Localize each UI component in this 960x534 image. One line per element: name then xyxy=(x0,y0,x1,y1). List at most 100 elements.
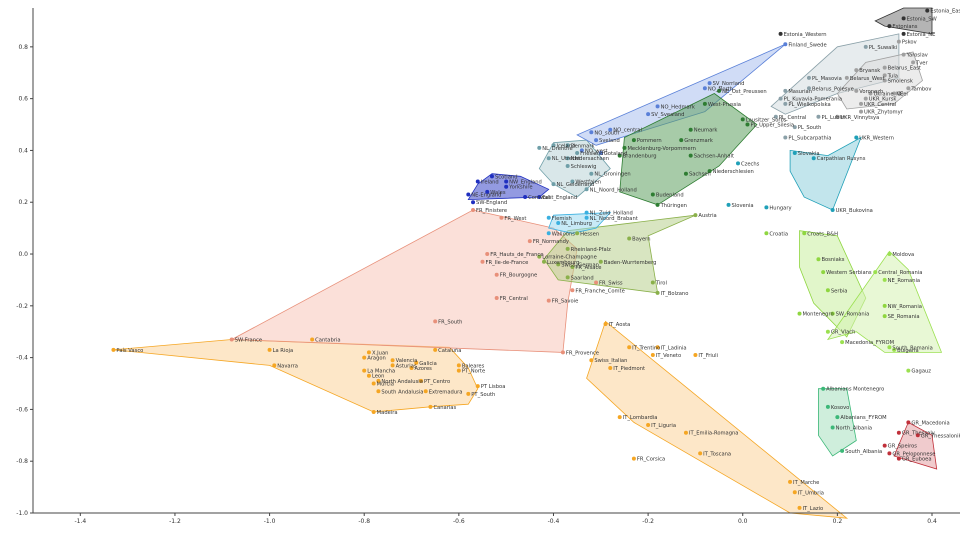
data-point xyxy=(598,151,603,156)
data-point xyxy=(546,231,551,236)
cluster-hull xyxy=(836,51,923,110)
data-point xyxy=(915,433,920,438)
data-point xyxy=(579,148,584,153)
data-point xyxy=(859,101,864,106)
x-tick-label: -0.4 xyxy=(548,518,560,525)
cluster-hull xyxy=(586,320,849,519)
data-point xyxy=(631,138,636,143)
data-point xyxy=(892,91,897,96)
data-point xyxy=(494,296,499,301)
data-point xyxy=(882,277,887,282)
data-point-label: Baden-Wurrtemberg xyxy=(604,260,657,266)
data-point-label: FR_Central xyxy=(500,296,528,302)
data-point xyxy=(726,202,731,207)
data-point-label: PL_Lublin xyxy=(821,115,845,121)
data-point xyxy=(655,104,660,109)
data-point xyxy=(683,171,688,176)
data-point-label: SV_Svealand xyxy=(651,112,684,118)
data-point xyxy=(873,270,878,275)
data-point-label: NE_Ost_Preussen xyxy=(722,89,767,95)
data-point-label: UKR_Central xyxy=(864,102,896,108)
data-point xyxy=(646,422,651,427)
data-point-label: PL_Wielkopolska xyxy=(788,102,830,108)
data-point xyxy=(428,404,433,409)
data-point xyxy=(650,192,655,197)
data-point-label: NE-England xyxy=(471,192,501,198)
data-point-label: North_Albania xyxy=(836,426,872,432)
data-point xyxy=(882,65,887,70)
data-point xyxy=(475,179,480,184)
data-point-label: Brandenburg xyxy=(623,154,657,160)
data-point xyxy=(362,368,367,373)
data-point-label: Tambov xyxy=(910,86,931,92)
data-point-label: West-Prussia xyxy=(708,102,741,108)
x-axis-ticks: -1.4 -1.2 -1.0 -0.8 -0.6 -0.4 -0.2 0.0 0.2 0.4 xyxy=(74,513,937,525)
data-point-label: Rheinland-Pfalz xyxy=(571,247,611,253)
data-point-label: Albanians_FYROM xyxy=(840,415,886,421)
cluster-hull xyxy=(789,136,862,211)
data-point xyxy=(825,288,830,293)
data-point-label: PL_Upper_Silesia xyxy=(750,123,794,129)
cluster-hull xyxy=(893,421,938,470)
data-point-label: Gotaland xyxy=(604,151,628,157)
data-point-label: GR_Vlach xyxy=(831,330,856,336)
data-point xyxy=(797,311,802,316)
data-point xyxy=(693,213,698,218)
x-tick-label: 0.2 xyxy=(833,518,843,525)
data-point-label: Cataluña xyxy=(438,348,461,354)
data-point-label: Hessen xyxy=(580,231,599,237)
data-point-label: FR_Corsica xyxy=(637,457,665,463)
data-point-label: FR_Hauts_de_France xyxy=(490,252,543,258)
data-point-label: SV_Norrland xyxy=(713,81,745,87)
y-tick-label: 0.4 xyxy=(18,147,28,154)
data-point-label: FR_Swiss xyxy=(599,281,623,287)
data-point xyxy=(740,117,745,122)
data-point xyxy=(551,182,556,187)
data-point xyxy=(650,280,655,285)
data-point xyxy=(901,16,906,21)
data-point xyxy=(546,298,551,303)
data-point-label: Masurian xyxy=(788,89,812,95)
data-point-label: Orel xyxy=(897,91,908,97)
data-point-label: IT_Trentino xyxy=(632,345,660,351)
data-point xyxy=(717,88,722,93)
data-point-label: Montenegro xyxy=(803,312,834,318)
data-point xyxy=(736,161,741,166)
data-point-label: GR_Peloponnese xyxy=(892,451,935,457)
data-point xyxy=(906,420,911,425)
data-point-label: IT_Aosta xyxy=(609,322,631,328)
data-point xyxy=(480,259,485,264)
data-point-label: Murcia xyxy=(377,382,394,388)
data-point-label: GR_Speiros xyxy=(888,444,918,450)
data-point xyxy=(466,192,471,197)
x-tick-label: -0.2 xyxy=(642,518,654,525)
data-point-label: Bulgaria xyxy=(897,348,919,354)
point-labels: País Vasco La Rioja Navarra Cantabria Aragon… xyxy=(116,9,960,512)
data-point xyxy=(868,91,873,96)
data-point xyxy=(575,151,580,156)
data-point-label: South Andalusia xyxy=(381,389,423,395)
data-point xyxy=(688,127,693,132)
data-point xyxy=(565,275,570,280)
data-point-label: IT_Toscana xyxy=(703,451,731,457)
data-point-label: IT_Friuli xyxy=(698,353,718,359)
data-point-label: Smolensk xyxy=(888,79,913,85)
data-point-label: PL_Masovia xyxy=(812,76,842,82)
data-point xyxy=(683,430,688,435)
x-tick-label: 0.0 xyxy=(738,518,748,525)
data-point xyxy=(906,86,911,91)
data-point xyxy=(821,386,826,391)
y-tick-label: 0.2 xyxy=(18,199,28,206)
data-point xyxy=(589,130,594,135)
data-point xyxy=(892,347,897,352)
data-point-label: Cantabria xyxy=(315,337,340,343)
data-point xyxy=(617,415,622,420)
data-point xyxy=(565,246,570,251)
data-point-label: NO_Hedmark xyxy=(661,104,695,110)
data-point-label: NL_Noord_Brabant xyxy=(590,216,638,222)
data-point xyxy=(390,358,395,363)
data-point xyxy=(584,215,589,220)
data-point-label: FR_Ile-de-France xyxy=(486,260,529,266)
data-point-label: UKR_Vinnytsya xyxy=(840,115,879,121)
